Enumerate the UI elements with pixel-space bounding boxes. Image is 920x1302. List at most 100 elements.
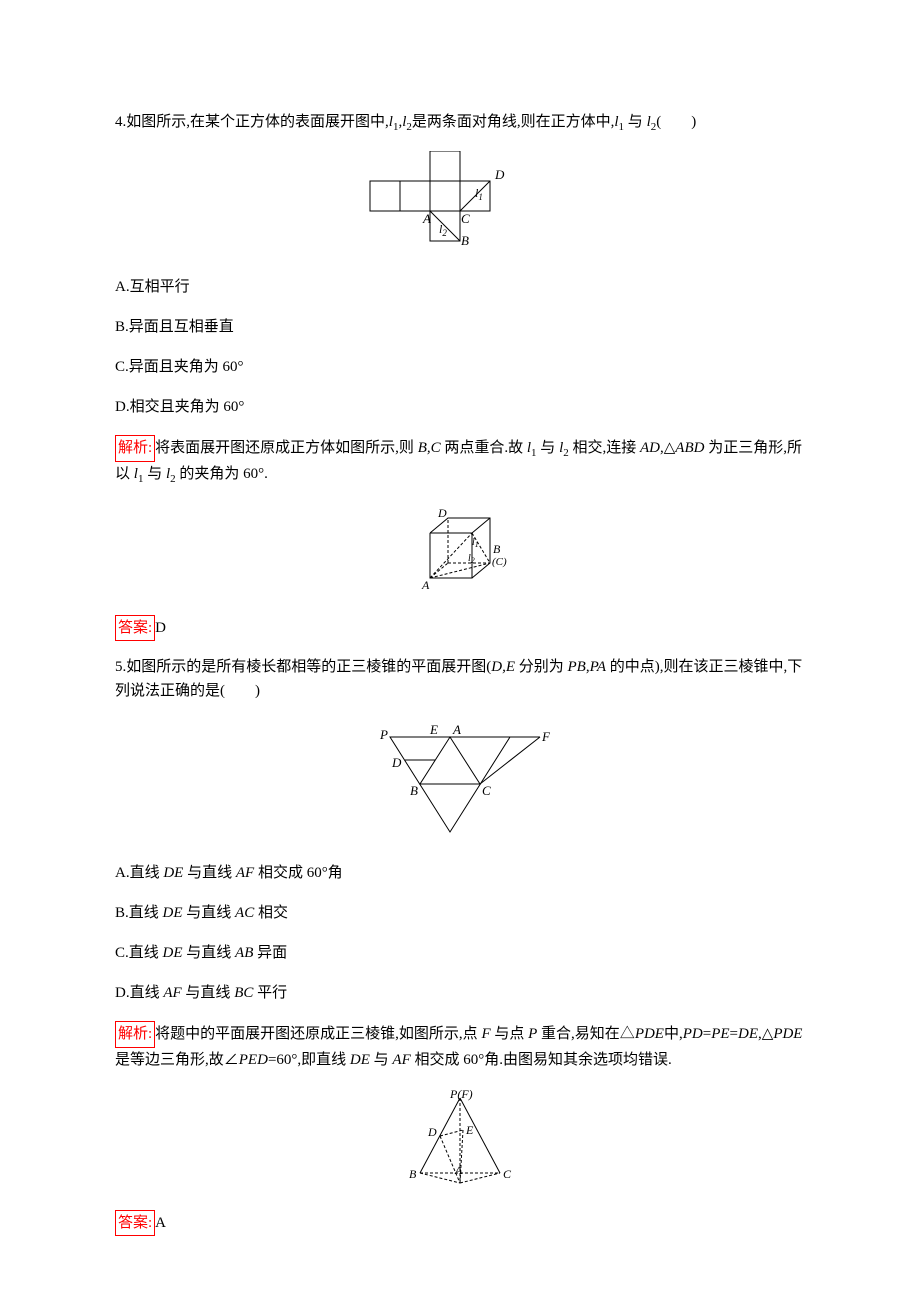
q5-D-AF: AF bbox=[163, 985, 181, 1001]
q4-ABD: ABD bbox=[675, 440, 704, 456]
q4-a4: 相交,连接 bbox=[569, 440, 640, 456]
q5-fig1-D: D bbox=[391, 755, 402, 770]
q5-A-AF: AF bbox=[236, 865, 254, 881]
q4-fig2-A: A bbox=[421, 578, 430, 592]
q5-PE: PE bbox=[711, 1026, 729, 1042]
q5-A-DE: DE bbox=[163, 865, 183, 881]
q5-D-mid: 与直线 bbox=[182, 985, 235, 1001]
q5-fig1-F: F bbox=[541, 729, 551, 744]
q4-stem3: 与 bbox=[624, 114, 647, 130]
q5-a1: 将题中的平面展开图还原成正三棱锥,如图所示,点 bbox=[155, 1026, 481, 1042]
q4-option-D: D.相交且夹角为 60° bbox=[115, 395, 805, 419]
q5-fig2-D: D bbox=[427, 1125, 437, 1139]
q5-option-D: D.直线 AF 与直线 BC 平行 bbox=[115, 981, 805, 1005]
q5-fig2-C: C bbox=[503, 1167, 512, 1181]
q5-C-post: 异面 bbox=[253, 945, 287, 961]
q5-analysis-label: 解析: bbox=[115, 1021, 155, 1049]
q4-stem: 4.如图所示,在某个正方体的表面展开图中,l1,l2是两条面对角线,则在正方体中… bbox=[115, 110, 805, 137]
q5-a10: 相交成 60°角.由图易知其余选项均错误. bbox=[411, 1052, 672, 1068]
q5-option-A: A.直线 DE 与直线 AF 相交成 60°角 bbox=[115, 861, 805, 885]
q4-answer: 答案:D bbox=[115, 615, 805, 641]
q5-PB: PB bbox=[568, 659, 586, 675]
q4-AD: AD bbox=[640, 440, 660, 456]
q5-eq2: = bbox=[730, 1026, 738, 1042]
q4-option-B: B.异面且互相垂直 bbox=[115, 315, 805, 339]
q5-DE3: DE bbox=[350, 1052, 370, 1068]
q5-C-DE: DE bbox=[163, 945, 183, 961]
q5-stem2: 分别为 bbox=[515, 659, 568, 675]
q4-a2: 两点重合.故 bbox=[441, 440, 527, 456]
q4-figure2: D A B (C) l1 l2 bbox=[115, 503, 805, 601]
q5-A-pre: A.直线 bbox=[115, 865, 163, 881]
q5-a3: 重合,易知在△ bbox=[537, 1026, 635, 1042]
q5-C-mid: 与直线 bbox=[183, 945, 236, 961]
q5-F: F bbox=[481, 1026, 490, 1042]
q5-a2: 与点 bbox=[491, 1026, 529, 1042]
q5-B-DE: DE bbox=[163, 905, 183, 921]
q4-fig2-D: D bbox=[437, 506, 447, 520]
q5-B-mid: 与直线 bbox=[183, 905, 236, 921]
q5-PDE: PDE bbox=[635, 1026, 664, 1042]
q5-answer-label: 答案: bbox=[115, 1210, 155, 1236]
q5-P: P bbox=[528, 1026, 537, 1042]
q5-a4: 中, bbox=[664, 1026, 683, 1042]
q4-answer-value: D bbox=[155, 620, 166, 636]
q5-a6: ,△ bbox=[758, 1026, 773, 1042]
q5-D-post: 平行 bbox=[253, 985, 287, 1001]
q4-fig1-svg: D A C B l1 l2 bbox=[360, 151, 560, 251]
q5-rparen: ) bbox=[255, 683, 260, 699]
q4-fig2-svg: D A B (C) l1 l2 bbox=[410, 503, 510, 593]
q5-D-BC: BC bbox=[234, 985, 253, 1001]
q5-figure1: P E A F D B C bbox=[115, 717, 805, 845]
q4-option-A: A.互相平行 bbox=[115, 275, 805, 299]
q4-fig1-B: B bbox=[461, 233, 469, 248]
q5-fig1-svg: P E A F D B C bbox=[350, 717, 570, 837]
q4-fig1-l1: l1 bbox=[475, 186, 483, 202]
q5-fig1-P: P bbox=[379, 727, 388, 742]
q5-C-pre: C.直线 bbox=[115, 945, 163, 961]
q4-a7: 与 bbox=[143, 466, 166, 482]
q5-C-AB: AB bbox=[235, 945, 253, 961]
q4-answer-label: 答案: bbox=[115, 615, 155, 641]
q5-DE: D,E bbox=[491, 659, 515, 675]
q5-option-C: C.直线 DE 与直线 AB 异面 bbox=[115, 941, 805, 965]
q5-a7: 是等边三角形,故∠ bbox=[115, 1052, 239, 1068]
q4-stem2: 是两条面对角线,则在正方体中, bbox=[412, 114, 615, 130]
q5-fig2-E: E bbox=[465, 1123, 474, 1137]
q5-a9: 与 bbox=[370, 1052, 393, 1068]
q5-fig1-A: A bbox=[452, 722, 461, 737]
q5-fig1-B: B bbox=[410, 783, 418, 798]
q5-fig1-C: C bbox=[482, 783, 491, 798]
q5-figure2: P(F) D E A B C bbox=[115, 1088, 805, 1196]
q5-B-AC: AC bbox=[235, 905, 254, 921]
q5-PA: PA bbox=[590, 659, 606, 675]
q5-PD: PD bbox=[683, 1026, 703, 1042]
q4-fig1-D: D bbox=[494, 167, 505, 182]
q5-a8: =60°,即直线 bbox=[268, 1052, 350, 1068]
q4-fig1-A: A bbox=[422, 211, 431, 226]
q5-answer: 答案:A bbox=[115, 1210, 805, 1236]
q5-stem: 5.如图所示的是所有棱长都相等的正三棱锥的平面展开图(D,E 分别为 PB,PA… bbox=[115, 655, 805, 703]
q4-rparen: ) bbox=[691, 114, 696, 130]
q5-A-mid: 与直线 bbox=[183, 865, 236, 881]
q4-a1: 将表面展开图还原成正方体如图所示,则 bbox=[155, 440, 418, 456]
q4-analysis-label: 解析: bbox=[115, 435, 155, 463]
q5-B-post: 相交 bbox=[254, 905, 288, 921]
q5-fig2-B: B bbox=[409, 1167, 417, 1181]
q4-a3: 与 bbox=[537, 440, 560, 456]
q5-answer-value: A bbox=[155, 1215, 166, 1231]
q4-fig2-l2: l2 bbox=[468, 553, 475, 565]
q5-stem1: 5.如图所示的是所有棱长都相等的正三棱锥的平面展开图( bbox=[115, 659, 491, 675]
q4-fig1-C: C bbox=[461, 211, 470, 226]
q4-lparen: ( bbox=[656, 114, 661, 130]
q5-option-B: B.直线 DE 与直线 AC 相交 bbox=[115, 901, 805, 925]
q4-a5: ,△ bbox=[660, 440, 675, 456]
q4-fig2-C: (C) bbox=[492, 556, 507, 568]
q5-D-pre: D.直线 bbox=[115, 985, 163, 1001]
q4-analysis: 解析:将表面展开图还原成正方体如图所示,则 B,C 两点重合.故 l1 与 l2… bbox=[115, 435, 805, 489]
q5-A-post: 相交成 60°角 bbox=[254, 865, 343, 881]
q4-a8: 的夹角为 60°. bbox=[176, 466, 268, 482]
q5-B-pre: B.直线 bbox=[115, 905, 163, 921]
q5-eq1: = bbox=[703, 1026, 711, 1042]
q5-PDE2: PDE bbox=[773, 1026, 802, 1042]
